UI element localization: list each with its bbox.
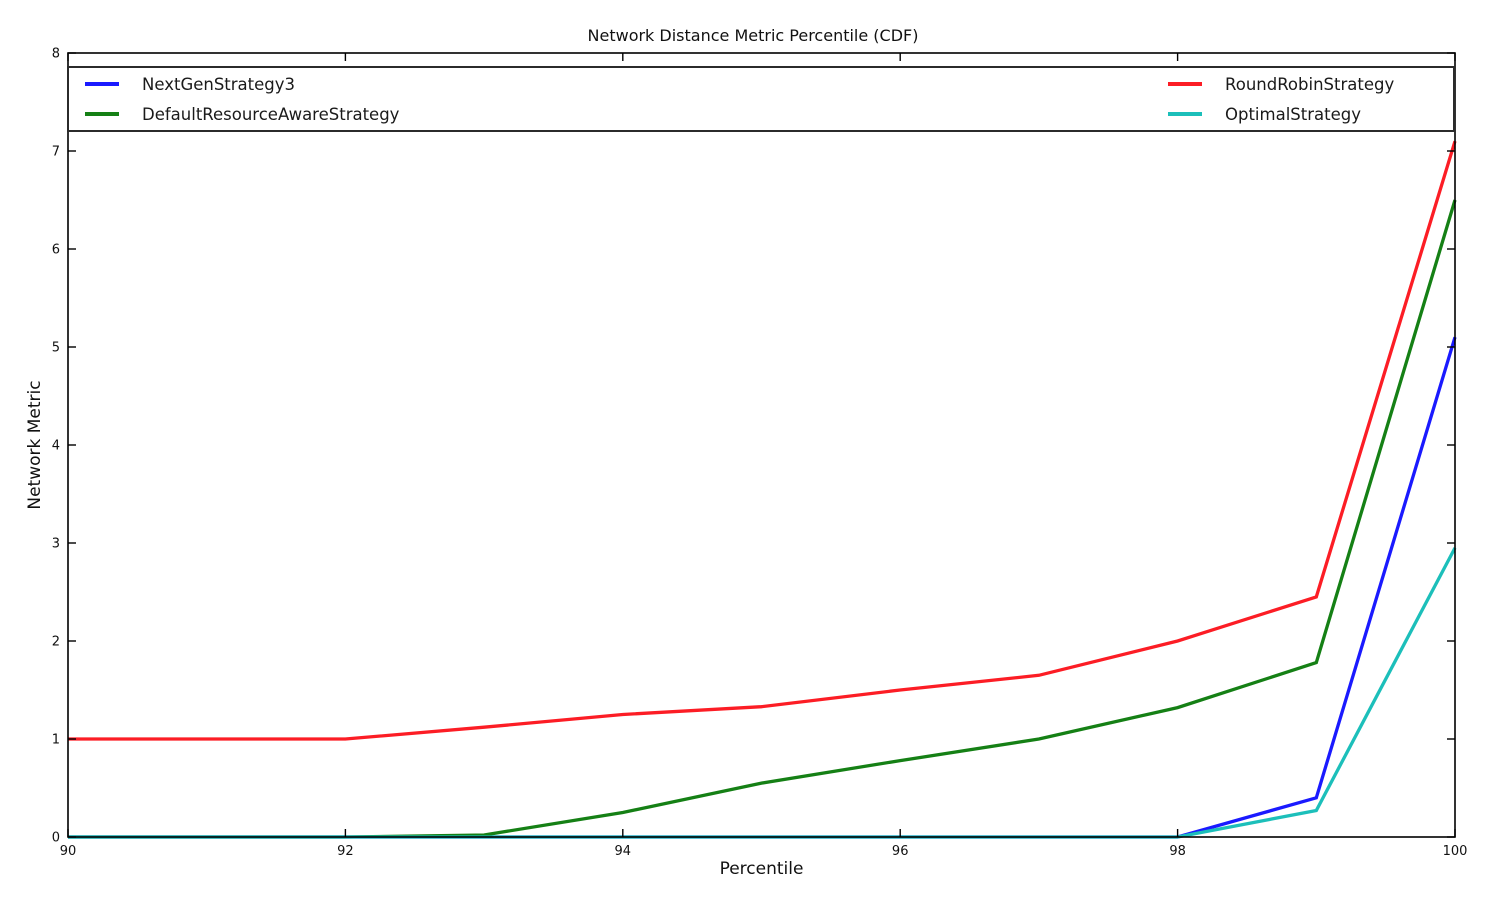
y-tick-label: 0 [52, 831, 60, 846]
y-tick-label: 2 [52, 635, 60, 650]
x-tick-label: 98 [1169, 844, 1186, 859]
legend-label: RoundRobinStrategy [1225, 74, 1395, 94]
y-tick-label: 4 [52, 439, 60, 454]
legend-entry: NextGenStrategy3 [85, 69, 399, 99]
legend-entry: RoundRobinStrategy [1168, 69, 1394, 99]
chart-title: Network Distance Metric Percentile (CDF) [587, 26, 919, 45]
x-tick-label: 92 [337, 844, 354, 859]
legend-line-swatch-green [85, 112, 119, 116]
series-layer [68, 140, 1457, 839]
legend-label: DefaultResourceAwareStrategy [142, 104, 400, 124]
y-tick-label: 1 [52, 733, 60, 748]
y-tick-label: 5 [52, 341, 60, 356]
series-line-DefaultResourceAwareStrategy [68, 199, 1457, 839]
legend-entry: DefaultResourceAwareStrategy [85, 99, 399, 129]
y-tick-label: 8 [52, 47, 60, 62]
legend-entry: OptimalStrategy [1168, 99, 1394, 129]
series-line-RoundRobinStrategy [68, 140, 1457, 741]
series-line-OptimalStrategy [68, 547, 1457, 839]
legend-label: NextGenStrategy3 [142, 74, 296, 94]
legend-column-right: RoundRobinStrategy OptimalStrategy [1168, 69, 1394, 129]
series-line-NextGenStrategy3 [68, 336, 1457, 839]
ticks-layer: 90 92 94 96 98 100 0 1 2 3 4 5 6 7 8 [52, 47, 1468, 860]
x-tick-label: 90 [60, 844, 77, 859]
x-tick-label: 100 [1443, 844, 1468, 859]
x-axis-label: Percentile [719, 859, 804, 879]
legend-line-swatch-cyan [1168, 112, 1202, 116]
legend-line-swatch-blue [85, 82, 119, 86]
x-tick-label: 96 [892, 844, 909, 859]
y-axis-label: Network Metric [25, 380, 45, 510]
legend-label: OptimalStrategy [1225, 104, 1361, 124]
legend: NextGenStrategy3 DefaultResourceAwareStr… [67, 66, 1455, 132]
y-tick-label: 3 [52, 537, 60, 552]
y-tick-label: 7 [52, 145, 60, 160]
plot-frame [67, 52, 1456, 838]
legend-line-swatch-red [1168, 82, 1202, 86]
legend-column-left: NextGenStrategy3 DefaultResourceAwareStr… [85, 69, 399, 129]
y-tick-label: 6 [52, 243, 60, 258]
x-tick-label: 94 [615, 844, 632, 859]
